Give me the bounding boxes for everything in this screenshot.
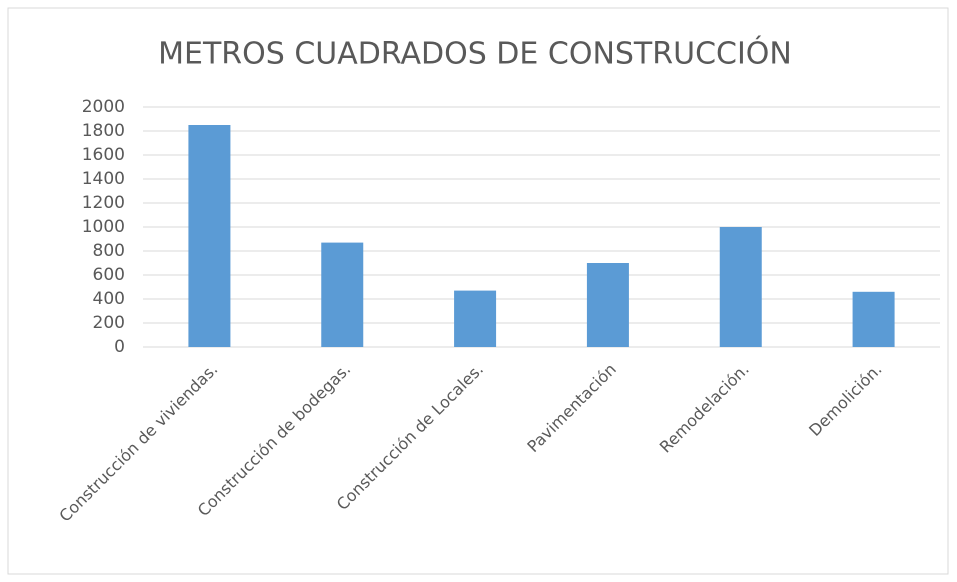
y-tick-label: 0 <box>114 337 125 357</box>
bar <box>188 125 231 347</box>
y-tick-label: 1800 <box>82 121 125 141</box>
y-tick-label: 600 <box>93 265 125 285</box>
chart-title: METROS CUADRADOS DE CONSTRUCCIÓN <box>158 35 792 72</box>
y-tick-label: 1000 <box>82 217 125 237</box>
y-tick-label: 800 <box>93 241 125 261</box>
y-tick-label: 1600 <box>82 145 125 165</box>
y-tick-label: 1400 <box>82 169 125 189</box>
bar <box>719 227 762 347</box>
bar <box>586 263 629 347</box>
bar <box>852 291 895 347</box>
bar <box>454 290 497 347</box>
y-tick-label: 400 <box>93 289 125 309</box>
bar <box>321 242 364 347</box>
y-tick-label: 1200 <box>82 193 125 213</box>
y-tick-label: 2000 <box>82 97 125 117</box>
y-tick-label: 200 <box>93 313 125 333</box>
